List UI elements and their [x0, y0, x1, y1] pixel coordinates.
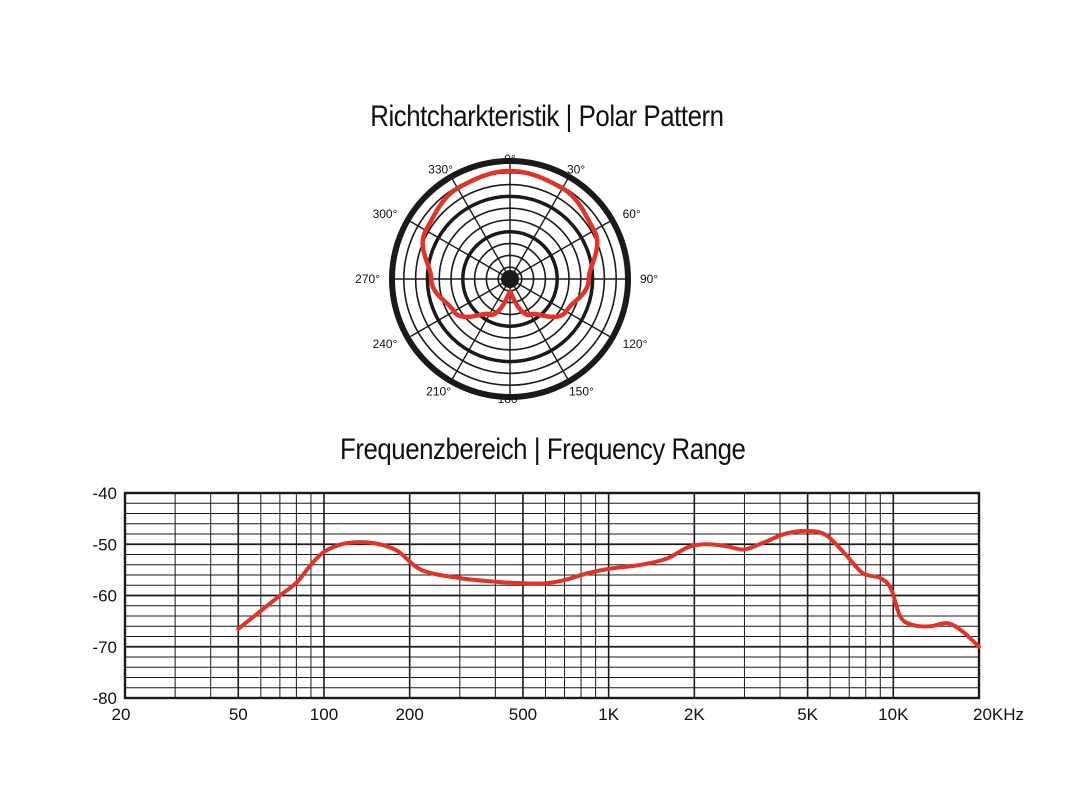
- polar-angle-label: 0°: [504, 152, 516, 166]
- frequency-x-tick-label: 500: [509, 705, 537, 724]
- polar-pattern-curve-group: [420, 168, 600, 320]
- frequency-grid: [123, 491, 981, 700]
- frequency-y-tick-label: -40: [92, 484, 117, 503]
- polar-spoke: [407, 278, 511, 339]
- frequency-x-tick-label: 20: [112, 705, 131, 724]
- polar-angle-label: 210°: [426, 385, 451, 399]
- polar-spoke: [450, 176, 511, 280]
- polar-chart-title: Richtcharkteristik | Polar Pattern: [370, 99, 723, 132]
- polar-grid: [389, 158, 631, 400]
- frequency-response-curve: [236, 528, 981, 649]
- polar-spoke: [509, 176, 570, 280]
- frequency-chart-title: Frequenzbereich | Frequency Range: [340, 432, 745, 465]
- polar-angle-labels: 0° 30° 60° 90° 120° 150° 180° 210° 240° 270° 300° 3…: [355, 152, 658, 406]
- polar-pattern-curve: [420, 168, 600, 320]
- frequency-y-tick-label: -50: [92, 535, 117, 554]
- frequency-x-tick-label: 50: [229, 705, 248, 724]
- frequency-plot-frame: [123, 491, 981, 700]
- polar-angle-label: 60°: [623, 207, 641, 221]
- polar-angle-label: 240°: [373, 337, 398, 351]
- polar-angle-label: 300°: [373, 207, 398, 221]
- frequency-y-tick-label: -70: [92, 638, 117, 657]
- polar-spoke: [450, 278, 511, 382]
- polar-angle-label: 270°: [355, 272, 380, 286]
- polar-angle-label: 120°: [623, 337, 648, 351]
- frequency-x-tick-label: 5K: [797, 705, 818, 724]
- frequency-x-tick-labels: 20 50 100 200 500 1K 2K 5K 10K 20KHz: [112, 705, 1024, 724]
- frequency-y-tick-labels: -40 -50 -60 -70 -80: [92, 484, 117, 708]
- frequency-x-tick-label: 10K: [878, 705, 909, 724]
- frequency-y-tick-label: -80: [92, 689, 117, 708]
- frequency-x-tick-label: 1K: [598, 705, 619, 724]
- polar-angle-label: 30°: [567, 162, 585, 176]
- frequency-response-curve-group: [236, 528, 981, 649]
- polar-angle-label: 330°: [428, 162, 453, 176]
- frequency-x-tick-label: 20KHz: [973, 705, 1024, 724]
- polar-angle-label: 90°: [640, 272, 658, 286]
- frequency-x-tick-label: 200: [395, 705, 423, 724]
- polar-angle-label: 150°: [569, 385, 594, 399]
- polar-angle-label: 180°: [498, 392, 523, 406]
- polar-spoke: [509, 278, 570, 382]
- frequency-x-tick-label: 100: [310, 705, 338, 724]
- frequency-y-tick-label: -60: [92, 587, 117, 606]
- frequency-x-tick-label: 2K: [684, 705, 705, 724]
- polar-spoke: [509, 278, 613, 339]
